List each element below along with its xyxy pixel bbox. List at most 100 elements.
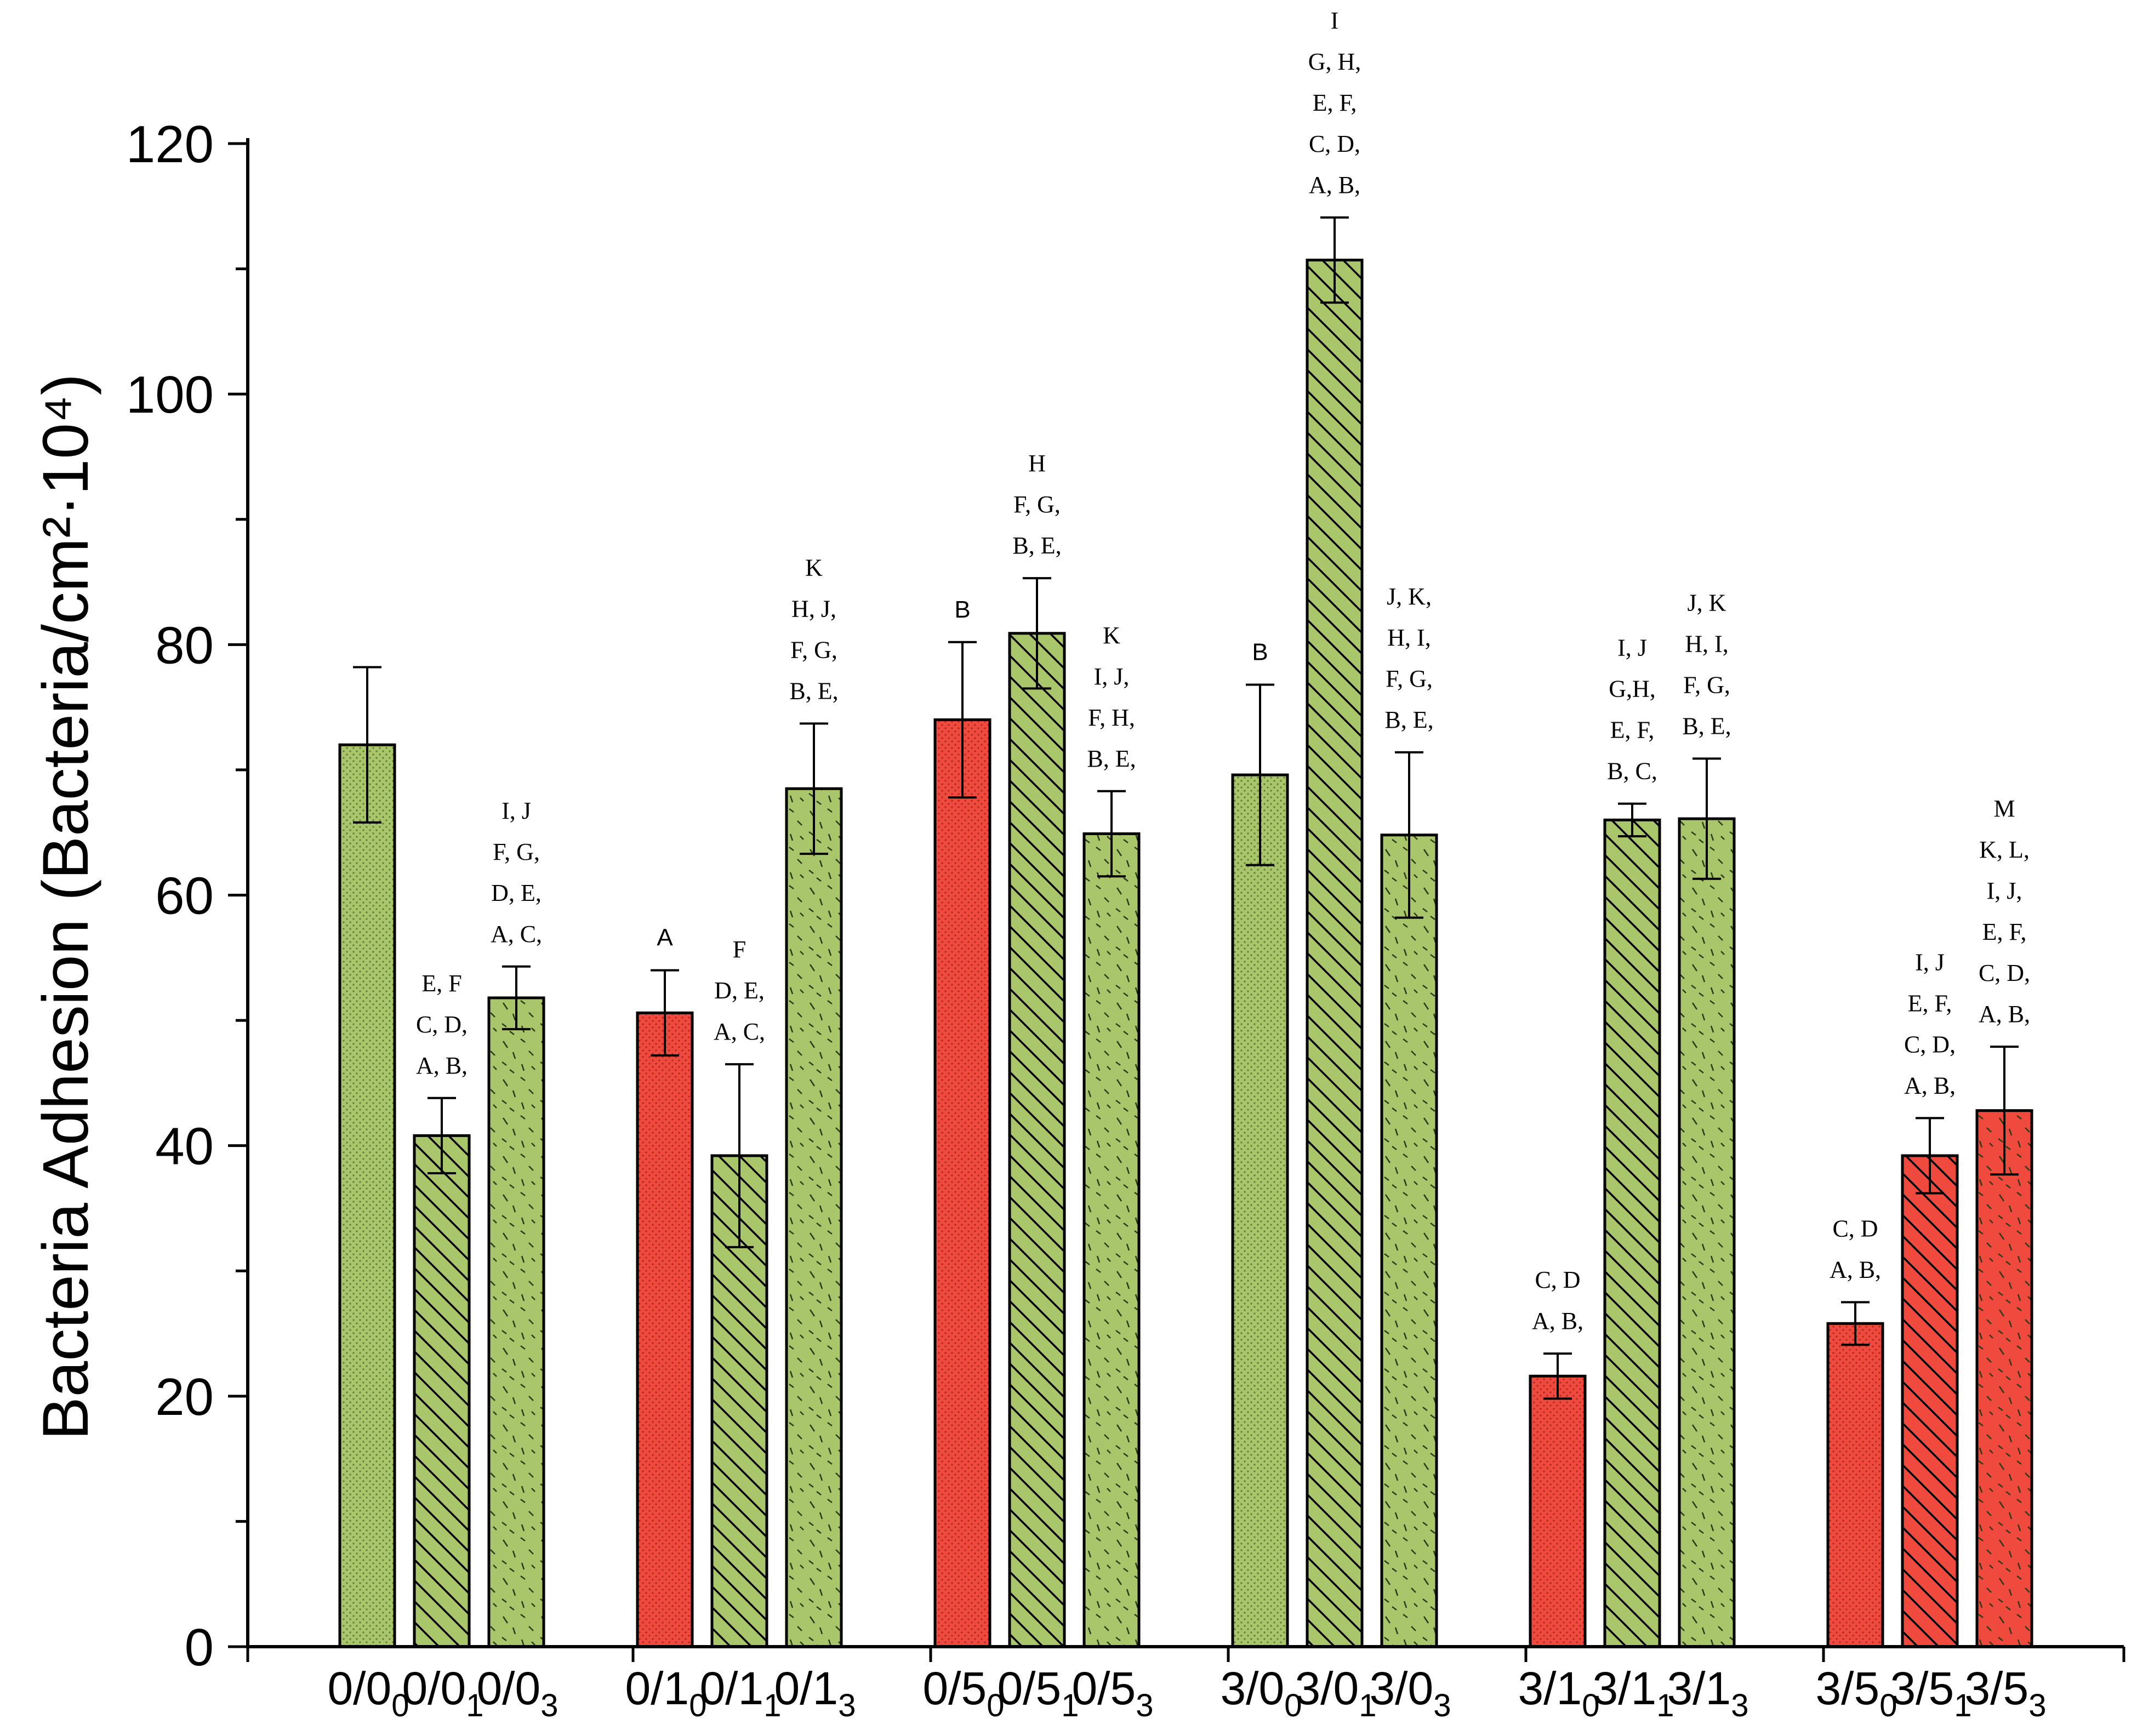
bar-3-0-0-pattern xyxy=(1233,775,1287,1647)
bar-3-1-3-significance-letters: H, I, xyxy=(1685,630,1728,657)
bar-3-5-1-significance-letters: C, D, xyxy=(1904,1031,1956,1058)
bar-3-0-1-pattern xyxy=(1307,260,1362,1647)
bar-3-1-1-pattern xyxy=(1605,820,1660,1647)
bar-0-1-0-x-label: 0/10 xyxy=(625,1663,706,1723)
bar-3-5-3-significance-letters: C, D, xyxy=(1979,960,2030,986)
bar-0-1-3-pattern xyxy=(787,789,841,1647)
bar-0-0-0-pattern xyxy=(340,745,395,1647)
y-tick-label: 100 xyxy=(126,366,214,424)
bar-3-5-0-pattern xyxy=(1828,1323,1883,1647)
bar-3-1-3-significance-letters: B, E, xyxy=(1682,712,1731,739)
bar-3-1-1-significance-letters: E, F, xyxy=(1610,717,1655,744)
bar-3-1-3-pattern xyxy=(1679,819,1734,1647)
bar-0-5-3-significance-letters: I, J, xyxy=(1094,663,1130,690)
bar-3-5-3-pattern xyxy=(1977,1110,2032,1647)
bar-0-1-0-significance-letters: A xyxy=(657,924,673,951)
bar-0-5-3-pattern xyxy=(1084,833,1139,1647)
bar-3-1-1-significance-letters: I, J xyxy=(1617,635,1647,661)
y-tick-label: 60 xyxy=(155,867,214,926)
bar-0-0-3-x-label: 0/03 xyxy=(476,1663,558,1723)
bar-0-0-1-pattern xyxy=(414,1135,469,1647)
bar-0-5-1-significance-letters: F, G, xyxy=(1013,491,1061,518)
y-tick-label: 0 xyxy=(185,1618,214,1677)
bar-0-1-3-significance-letters: F, G, xyxy=(790,636,837,663)
bar-0-5-3-significance-letters: B, E, xyxy=(1087,745,1136,772)
bars-layer xyxy=(338,216,2033,1648)
bar-0-1-1-significance-letters: A, C, xyxy=(714,1018,765,1045)
bar-3-0-1-significance-letters: E, F, xyxy=(1313,89,1357,116)
bar-0-5-1-x-label: 0/51 xyxy=(997,1663,1079,1723)
bar-3-5-1-pattern xyxy=(1902,1155,1957,1647)
bar-0-0-1-significance-letters: E, F xyxy=(421,970,461,997)
bar-3-5-1-significance-letters: I, J xyxy=(1915,949,1945,975)
bar-3-0-3-significance-letters: B, E, xyxy=(1384,706,1433,733)
bar-3-0-1-x-label: 3/01 xyxy=(1295,1663,1376,1723)
bar-3-5-0-significance-letters: A, B, xyxy=(1830,1256,1881,1283)
labels-layer: 0/00 E, F C, D, A, B, 0/01 I, J F, G, D, E, A, C… xyxy=(126,7,2047,1723)
bar-0-0-3-significance-letters: I, J xyxy=(502,797,531,824)
bar-0-0-3-significance-letters: A, C, xyxy=(491,921,542,947)
bar-0-1-3-significance-letters: K xyxy=(805,554,823,581)
bar-3-5-3-significance-letters: E, F, xyxy=(1982,918,2027,945)
bar-3-1-0-pattern xyxy=(1530,1376,1585,1647)
bar-0-1-3-significance-letters: B, E, xyxy=(789,677,838,704)
axes-layer xyxy=(228,138,2125,1662)
bar-0-5-0-significance-letters: B xyxy=(954,596,970,623)
bar-3-5-3-significance-letters: K, L, xyxy=(1979,836,2030,863)
bar-3-0-3-x-label: 3/03 xyxy=(1369,1663,1451,1723)
bar-0-1-1-significance-letters: F xyxy=(733,936,746,963)
bar-0-5-0-pattern xyxy=(935,719,990,1647)
bar-3-0-3-significance-letters: J, K, xyxy=(1387,583,1432,610)
bar-3-5-0-significance-letters: C, D xyxy=(1832,1215,1878,1242)
bar-0-1-1-x-label: 0/11 xyxy=(699,1663,781,1723)
bar-0-5-0-x-label: 0/50 xyxy=(922,1663,1004,1723)
bar-0-0-1-significance-letters: C, D, xyxy=(416,1011,468,1038)
bar-0-1-1-significance-letters: D, E, xyxy=(714,977,765,1004)
bar-0-0-3-significance-letters: D, E, xyxy=(491,880,542,906)
bar-3-1-1-significance-letters: G,H, xyxy=(1609,676,1656,703)
bar-0-5-3-significance-letters: K xyxy=(1103,622,1120,649)
bar-3-0-1-significance-letters: G, H, xyxy=(1308,48,1361,75)
y-tick-label: 120 xyxy=(126,115,214,174)
bar-3-0-3-significance-letters: H, I, xyxy=(1387,624,1431,651)
bar-0-1-0-pattern xyxy=(637,1013,692,1647)
bar-3-5-3-significance-letters: I, J, xyxy=(1987,877,2022,904)
bar-0-5-3-significance-letters: F, H, xyxy=(1088,704,1135,731)
bar-3-5-0-x-label: 3/50 xyxy=(1815,1663,1897,1723)
bar-0-5-1-significance-letters: H xyxy=(1028,450,1046,477)
bar-0-1-3-x-label: 0/13 xyxy=(774,1663,856,1723)
bar-3-1-1-x-label: 3/11 xyxy=(1592,1663,1674,1723)
bar-0-0-3-significance-letters: F, G, xyxy=(493,838,540,865)
bar-3-1-3-significance-letters: F, G, xyxy=(1683,671,1730,698)
bar-3-1-3-x-label: 3/13 xyxy=(1667,1663,1748,1723)
bar-3-1-3-significance-letters: J, K xyxy=(1688,589,1726,616)
bar-3-0-1-significance-letters: C, D, xyxy=(1309,130,1360,157)
bar-0-1-3-significance-letters: H, J, xyxy=(791,595,836,622)
bar-3-5-3-significance-letters: A, B, xyxy=(1979,1001,2030,1027)
bar-0-5-1-significance-letters: B, E, xyxy=(1012,532,1061,559)
bar-3-0-3-significance-letters: F, G, xyxy=(1386,665,1433,692)
bar-3-0-0-x-label: 3/00 xyxy=(1220,1663,1302,1723)
bar-3-0-1-significance-letters: I xyxy=(1331,7,1339,34)
bar-3-1-0-significance-letters: C, D xyxy=(1535,1266,1580,1293)
bar-3-5-3-significance-letters: M xyxy=(1993,795,2015,822)
y-axis-label: Bacteria Adhesion (Bacteria/cm²·10⁴) xyxy=(30,374,102,1440)
y-tick-label: 40 xyxy=(155,1117,214,1176)
bar-3-1-1-significance-letters: B, C, xyxy=(1607,758,1657,785)
bar-3-5-1-x-label: 3/51 xyxy=(1890,1663,1971,1723)
bar-0-5-1-pattern xyxy=(1010,633,1064,1647)
bar-0-5-3-x-label: 0/53 xyxy=(1072,1663,1153,1723)
bar-3-0-3-pattern xyxy=(1382,835,1437,1647)
y-tick-label: 80 xyxy=(155,616,214,675)
bar-3-1-0-x-label: 3/10 xyxy=(1518,1663,1599,1723)
bar-3-1-0-significance-letters: A, B, xyxy=(1532,1307,1583,1334)
bar-3-5-1-significance-letters: E, F, xyxy=(1908,990,1952,1017)
bar-3-5-1-significance-letters: A, B, xyxy=(1904,1072,1956,1099)
bar-3-0-0-significance-letters: B xyxy=(1252,638,1268,665)
bar-0-0-1-x-label: 0/01 xyxy=(402,1663,483,1723)
bar-0-0-3-pattern xyxy=(489,997,544,1647)
y-tick-label: 20 xyxy=(155,1368,214,1426)
bar-3-5-3-x-label: 3/53 xyxy=(1964,1663,2046,1723)
